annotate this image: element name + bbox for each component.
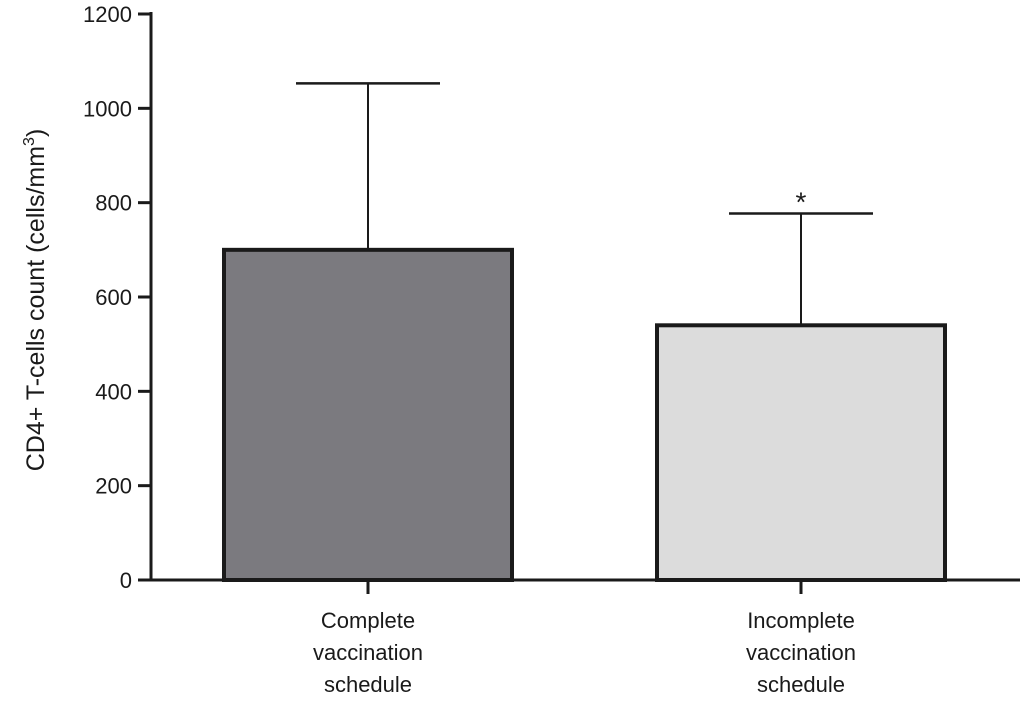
y-ticks-layer: 0 200 400 600 800 1000 1200 <box>83 2 151 593</box>
bar <box>655 323 947 582</box>
x-tick-label: Complete vaccination schedule <box>313 608 423 697</box>
y-axis-title-main: CD4+ T-cells count (cells/mm <box>22 146 50 471</box>
x-tick-label-line: vaccination <box>313 640 423 665</box>
y-axis-title-end: ) <box>22 129 50 137</box>
y-axis-title: CD4+ T-cells count (cells/mm3) <box>21 129 50 472</box>
y-tick-label: 600 <box>95 285 132 310</box>
x-tick-label-line: schedule <box>324 672 412 697</box>
y-tick-label: 800 <box>95 191 132 216</box>
y-tick-label: 1200 <box>83 2 132 27</box>
significance-marker: * <box>796 187 807 218</box>
x-tick-label-line: Complete <box>321 608 415 633</box>
bars-layer <box>222 247 947 582</box>
x-ticks-layer: Complete vaccination schedule Incomplete vac… <box>313 580 856 697</box>
x-tick-label-line: schedule <box>757 672 845 697</box>
y-tick-label: 200 <box>95 474 132 499</box>
y-axis-title-superscript: 3 <box>21 137 38 146</box>
y-tick-label: 400 <box>95 379 132 404</box>
y-tick-label: 1000 <box>83 96 132 121</box>
y-tick-label: 0 <box>120 568 132 593</box>
x-tick-label-line: Incomplete <box>747 608 855 633</box>
x-tick-label: Incomplete vaccination schedule <box>746 608 856 697</box>
error-bars-layer: * <box>296 82 873 326</box>
x-tick-label-line: vaccination <box>746 640 856 665</box>
bar <box>222 247 514 582</box>
